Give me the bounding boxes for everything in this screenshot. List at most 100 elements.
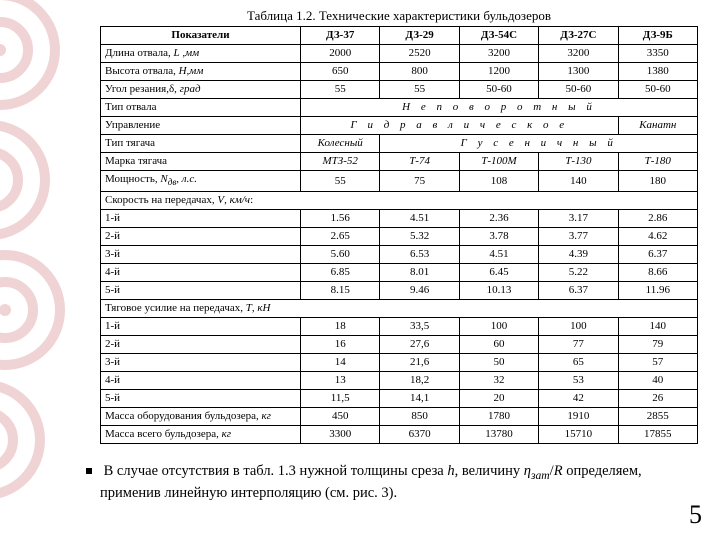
row-value: 6.37 [539,282,618,300]
table-row: Тип отвалаН е п о в о р о т н ы й [101,99,698,117]
row-label: 4-й [101,372,301,390]
row-label: Скорость на передачах, V, км/ч: [101,192,698,210]
row-value: 4.51 [459,246,538,264]
row-value: 1380 [618,63,697,81]
row-value: 50 [459,354,538,372]
row-value: 100 [539,318,618,336]
row-label: Мощность, Nдв, л.с. [101,171,301,192]
row-value: 26 [618,390,697,408]
row-value: 8.15 [301,282,380,300]
table-row: 5-й8.159.4610.136.3711.96 [101,282,698,300]
row-value: 100 [459,318,538,336]
row-value: Колесный [301,135,380,153]
row-value: Канатн [618,117,697,135]
row-value: 1780 [459,408,538,426]
row-value: 14 [301,354,380,372]
row-label: 1-й [101,210,301,228]
table-row: Высота отвала, H,мм650800120013001380 [101,63,698,81]
row-value: 3200 [539,45,618,63]
row-label: 2-й [101,228,301,246]
row-value: 1910 [539,408,618,426]
row-value: 13780 [459,426,538,444]
row-value: 18 [301,318,380,336]
row-value: Г у с е н и ч н ы й [380,135,698,153]
row-value: 5.22 [539,264,618,282]
row-label: Угол резания,δ, град [101,81,301,99]
row-value: 3350 [618,45,697,63]
row-value: 3300 [301,426,380,444]
table-row: Тяговое усилие на передачах, T, кН [101,300,698,318]
table-row: Угол резания,δ, град555550-6050-6050-60 [101,81,698,99]
row-value: 13 [301,372,380,390]
row-value: Т-100М [459,153,538,171]
row-value: 17855 [618,426,697,444]
body-paragraph: В случае отсутствия в табл. 1.3 нужной т… [100,462,698,503]
row-value: 55 [301,81,380,99]
paragraph-text: В случае отсутствия в табл. 1.3 нужной т… [100,463,642,501]
row-value: 50-60 [539,81,618,99]
col-indicator: Показатели [101,27,301,45]
table-row: 4-й6.858.016.455.228.66 [101,264,698,282]
row-value: 79 [618,336,697,354]
row-value: 8.66 [618,264,697,282]
row-value: 6370 [380,426,459,444]
row-label: Тип отвала [101,99,301,117]
table-row: 4-й1318,2325340 [101,372,698,390]
row-value: 4.62 [618,228,697,246]
row-value: Т-180 [618,153,697,171]
row-label: 5-й [101,390,301,408]
row-label: 2-й [101,336,301,354]
row-value: 27,6 [380,336,459,354]
row-value: 5.60 [301,246,380,264]
row-value: 2.36 [459,210,538,228]
row-value: 650 [301,63,380,81]
table-row: Масса всего бульдозера, кг33006370137801… [101,426,698,444]
row-value: 32 [459,372,538,390]
table-row: 5-й11,514,1204226 [101,390,698,408]
table-row: 2-й1627,6607779 [101,336,698,354]
col-model: ДЗ-54С [459,27,538,45]
row-value: 60 [459,336,538,354]
table-row: 1-й1833,5100100140 [101,318,698,336]
col-model: ДЗ-29 [380,27,459,45]
row-value: 3.78 [459,228,538,246]
row-label: 5-й [101,282,301,300]
row-value: 6.37 [618,246,697,264]
row-value: 57 [618,354,697,372]
row-value: 6.53 [380,246,459,264]
row-value: Т-74 [380,153,459,171]
row-value: 33,5 [380,318,459,336]
row-value: 50-60 [618,81,697,99]
row-value: 180 [618,171,697,192]
bullet-icon [86,468,92,474]
page: Таблица 1.2. Технические характеристики … [0,0,720,540]
row-label: 1-й [101,318,301,336]
row-value: 65 [539,354,618,372]
row-value: 55 [380,81,459,99]
row-value: МТЗ-52 [301,153,380,171]
row-value: 50-60 [459,81,538,99]
row-value: 11,5 [301,390,380,408]
row-value: 77 [539,336,618,354]
row-value: 14,1 [380,390,459,408]
row-label: Тяговое усилие на передачах, T, кН [101,300,698,318]
row-value: 2.86 [618,210,697,228]
row-label: Масса оборудования бульдозера, кг [101,408,301,426]
row-value: 450 [301,408,380,426]
row-value: 53 [539,372,618,390]
col-model: ДЗ-27С [539,27,618,45]
row-value: 18,2 [380,372,459,390]
row-value: 2.65 [301,228,380,246]
row-value: 11.96 [618,282,697,300]
row-value: 42 [539,390,618,408]
row-label: Тип тягача [101,135,301,153]
row-value: Г и д р а в л и ч е с к о е [301,117,619,135]
row-value: 1300 [539,63,618,81]
row-value: 55 [301,171,380,192]
col-model: ДЗ-9Б [618,27,697,45]
page-number: 5 [689,500,702,530]
row-label: 3-й [101,246,301,264]
row-label: 4-й [101,264,301,282]
row-value: 20 [459,390,538,408]
table-row: 2-й2.655.323.783.774.62 [101,228,698,246]
